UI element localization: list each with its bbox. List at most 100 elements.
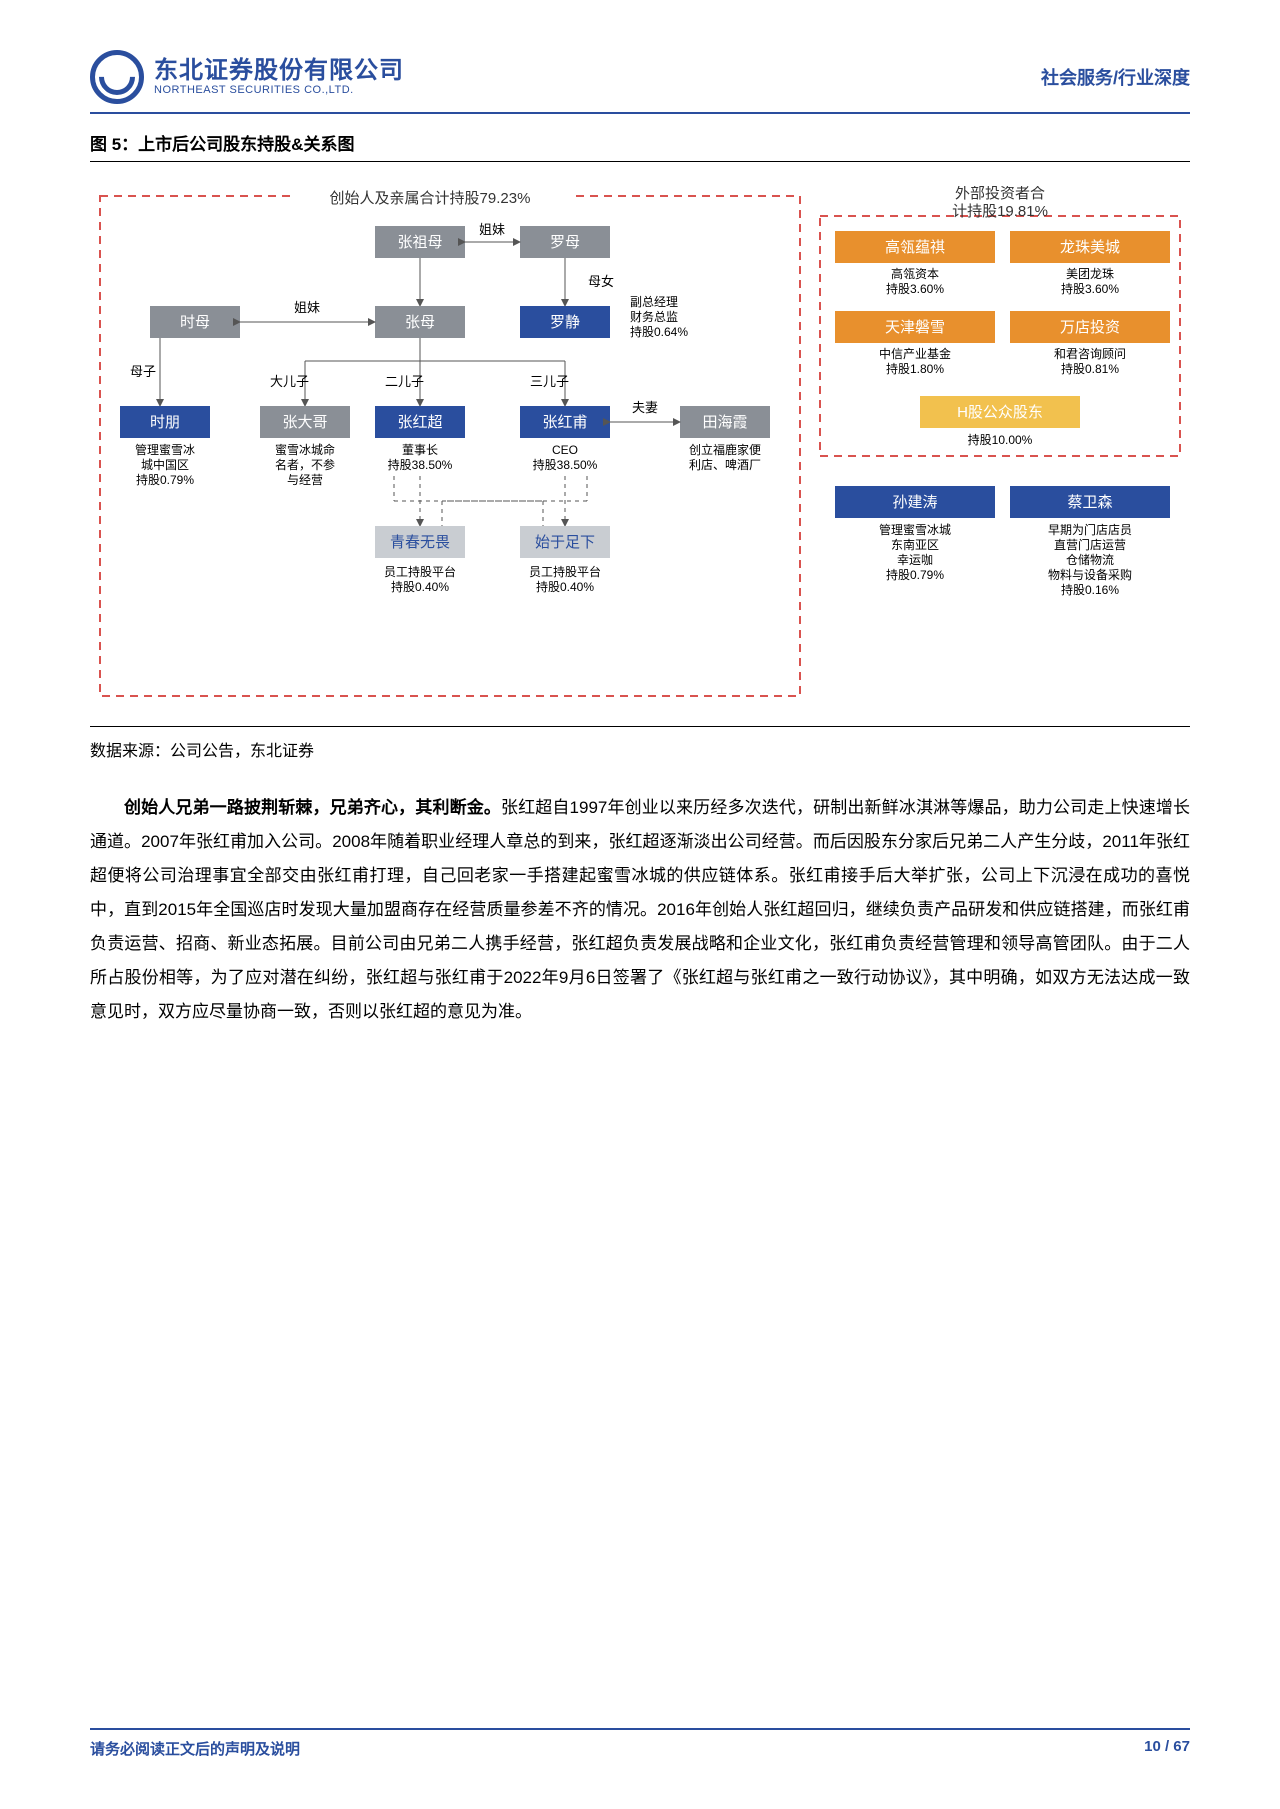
node-zhang-mu: 张母 <box>375 306 465 338</box>
svg-text:持股3.60%: 持股3.60% <box>1061 281 1119 296</box>
body-paragraph: 创始人兄弟一路披荆斩棘，兄弟齐心，其利断金。张红超自1997年创业以来历经多次迭… <box>90 791 1190 1029</box>
node-zhang-hongfu: 张红甫 CEO 持股38.50% <box>520 406 610 472</box>
svg-text:管理蜜雪冰: 管理蜜雪冰 <box>135 442 195 457</box>
logo-cn-text: 东北证券股份有限公司 <box>154 58 404 84</box>
svg-text:员工持股平台: 员工持股平台 <box>529 564 601 579</box>
svg-text:直营门店运营: 直营门店运营 <box>1054 537 1126 552</box>
node-tianjin: 天津磐雪 中信产业基金 持股1.80% <box>835 311 995 376</box>
svg-text:持股0.79%: 持股0.79% <box>886 567 944 582</box>
company-logo: 东北证券股份有限公司 NORTHEAST SECURITIES CO.,LTD. <box>90 50 404 104</box>
logo-icon <box>90 50 144 104</box>
node-zhang-zumu: 张祖母 <box>375 226 465 258</box>
svg-text:大儿子: 大儿子 <box>270 374 309 389</box>
node-qingchun: 青春无畏 员工持股平台 持股0.40% <box>375 526 465 594</box>
svg-text:姐妹: 姐妹 <box>294 300 320 315</box>
page-header: 东北证券股份有限公司 NORTHEAST SECURITIES CO.,LTD.… <box>90 50 1190 114</box>
body-rest: 张红超自1997年创业以来历经多次迭代，研制出新鲜冰淇淋等爆品，助力公司走上快速… <box>90 798 1190 1021</box>
header-category: 社会服务/行业深度 <box>1041 64 1190 90</box>
svg-text:罗静: 罗静 <box>550 314 580 331</box>
svg-text:早期为门店店员: 早期为门店店员 <box>1048 522 1132 537</box>
node-longzhu: 龙珠美城 美团龙珠 持股3.60% <box>1010 231 1170 296</box>
node-sunjiantao: 孙建涛 管理蜜雪冰城 东南亚区 幸运咖 持股0.79% <box>835 486 995 582</box>
svg-text:青春无畏: 青春无畏 <box>390 534 450 551</box>
svg-text:高瓴资本: 高瓴资本 <box>891 266 939 281</box>
svg-text:田海霞: 田海霞 <box>702 414 747 431</box>
svg-text:蔡卫森: 蔡卫森 <box>1067 494 1112 511</box>
svg-text:利店、啤酒厂: 利店、啤酒厂 <box>689 457 761 472</box>
node-luo-mu: 罗母 <box>520 226 610 258</box>
svg-text:仓储物流: 仓储物流 <box>1066 552 1114 567</box>
label-ftj-2: 财务总监 <box>630 309 678 324</box>
svg-text:持股0.16%: 持股0.16% <box>1061 582 1119 597</box>
node-shiyu: 始于足下 员工持股平台 持股0.40% <box>520 526 610 594</box>
footer-left: 请务必阅读正文后的声明及说明 <box>90 1738 300 1759</box>
svg-text:张母: 张母 <box>405 314 435 331</box>
node-luo-jing: 罗静 <box>520 306 610 338</box>
svg-text:幸运咖: 幸运咖 <box>897 552 933 567</box>
svg-text:持股0.40%: 持股0.40% <box>391 579 449 594</box>
node-hgu: H股公众股东 持股10.00% <box>920 396 1080 447</box>
svg-text:张大哥: 张大哥 <box>282 414 327 431</box>
svg-text:张祖母: 张祖母 <box>397 234 442 251</box>
svg-text:孙建涛: 孙建涛 <box>892 494 937 511</box>
data-source: 数据来源：公司公告，东北证券 <box>90 726 1190 761</box>
node-wandian: 万店投资 和君咨询顾问 持股0.81% <box>1010 311 1170 376</box>
svg-text:罗母: 罗母 <box>550 234 580 251</box>
svg-text:始于足下: 始于足下 <box>535 534 595 551</box>
footer-right: 10 / 67 <box>1144 1738 1190 1759</box>
node-tian-haixia: 田海霞 创立福鹿家便 利店、啤酒厂 <box>680 406 770 472</box>
svg-text:H股公众股东: H股公众股东 <box>957 404 1043 421</box>
svg-text:夫妻: 夫妻 <box>632 400 658 415</box>
node-shi-peng: 时朋 管理蜜雪冰 城中国区 持股0.79% <box>120 406 210 487</box>
svg-text:万店投资: 万店投资 <box>1060 319 1120 336</box>
node-gaoling: 高瓴蕴祺 高瓴资本 持股3.60% <box>835 231 995 296</box>
label-ftj-3: 持股0.64% <box>630 324 688 339</box>
svg-text:三儿子: 三儿子 <box>530 374 569 389</box>
svg-text:持股38.50%: 持股38.50% <box>533 457 598 472</box>
svg-text:与经营: 与经营 <box>287 473 323 487</box>
svg-text:东南亚区: 东南亚区 <box>891 537 939 552</box>
svg-text:高瓴蕴祺: 高瓴蕴祺 <box>885 239 945 256</box>
svg-text:母女: 母女 <box>588 274 614 289</box>
svg-text:母子: 母子 <box>130 364 156 379</box>
svg-text:和君咨询顾问: 和君咨询顾问 <box>1054 346 1126 361</box>
svg-text:持股10.00%: 持股10.00% <box>968 432 1033 447</box>
founders-label: 创始人及亲属合计持股79.23% <box>330 190 531 207</box>
svg-text:持股0.79%: 持股0.79% <box>136 472 194 487</box>
svg-text:中信产业基金: 中信产业基金 <box>879 346 951 361</box>
external-label-2: 计持股19.81% <box>952 203 1048 220</box>
svg-text:管理蜜雪冰城: 管理蜜雪冰城 <box>879 522 951 537</box>
svg-text:蜜雪冰城命: 蜜雪冰城命 <box>275 442 335 457</box>
figure-title: 图 5：上市后公司股东持股&关系图 <box>90 130 1190 162</box>
svg-text:持股1.80%: 持股1.80% <box>886 361 944 376</box>
body-bold: 创始人兄弟一路披荆斩棘，兄弟齐心，其利断金。 <box>124 798 501 817</box>
svg-text:龙珠美城: 龙珠美城 <box>1060 239 1120 256</box>
svg-text:名者，不参: 名者，不参 <box>275 457 335 472</box>
node-caiweisen: 蔡卫森 早期为门店店员 直营门店运营 仓储物流 物料与设备采购 持股0.16% <box>1010 486 1170 597</box>
node-shi-mu: 时母 <box>150 306 240 338</box>
svg-text:CEO: CEO <box>552 443 578 457</box>
svg-text:美团龙珠: 美团龙珠 <box>1066 267 1114 281</box>
svg-text:时朋: 时朋 <box>150 414 180 431</box>
svg-text:天津磐雪: 天津磐雪 <box>885 319 945 336</box>
node-zhang-dage: 张大哥 蜜雪冰城命 名者，不参 与经营 <box>260 406 350 487</box>
svg-text:张红超: 张红超 <box>397 414 442 431</box>
svg-text:时母: 时母 <box>180 314 210 331</box>
label-ftj-1: 副总经理 <box>630 295 678 309</box>
svg-text:张红甫: 张红甫 <box>542 414 587 431</box>
svg-text:持股0.40%: 持股0.40% <box>536 579 594 594</box>
svg-text:创立福鹿家便: 创立福鹿家便 <box>689 442 761 457</box>
svg-text:持股3.60%: 持股3.60% <box>886 281 944 296</box>
svg-text:物料与设备采购: 物料与设备采购 <box>1048 567 1132 582</box>
svg-text:城中国区: 城中国区 <box>141 457 189 472</box>
svg-text:姐妹: 姐妹 <box>479 222 505 237</box>
svg-text:二儿子: 二儿子 <box>385 374 424 389</box>
svg-text:持股38.50%: 持股38.50% <box>388 457 453 472</box>
logo-en-text: NORTHEAST SECURITIES CO.,LTD. <box>154 84 404 96</box>
shareholding-diagram: 创始人及亲属合计持股79.23% 外部投资者合 计持股19.81% 张祖母 罗母 <box>90 186 1190 706</box>
external-label-1: 外部投资者合 <box>955 186 1045 202</box>
node-zhang-hongchao: 张红超 董事长 持股38.50% <box>375 406 465 472</box>
svg-text:员工持股平台: 员工持股平台 <box>384 564 456 579</box>
page-footer: 请务必阅读正文后的声明及说明 10 / 67 <box>90 1728 1190 1759</box>
svg-text:持股0.81%: 持股0.81% <box>1061 361 1119 376</box>
